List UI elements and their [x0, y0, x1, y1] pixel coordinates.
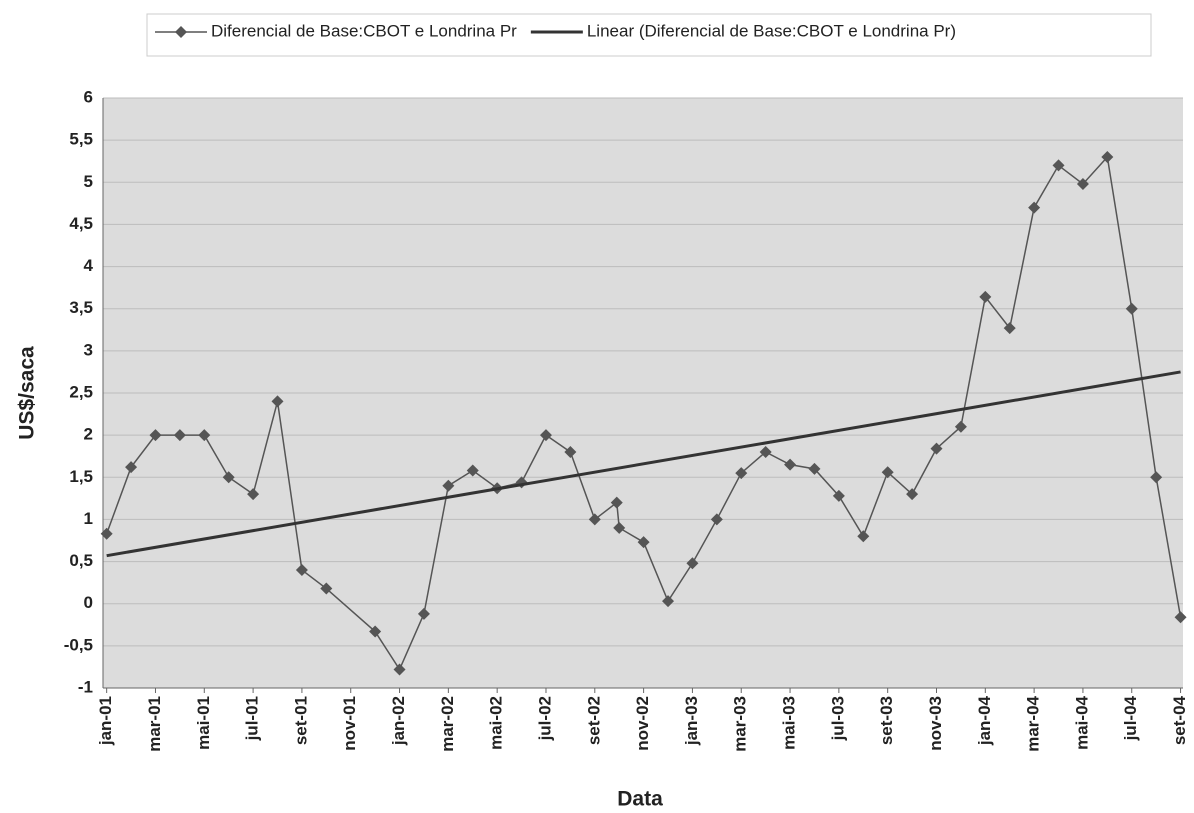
x-tick-label: set-04: [1170, 695, 1189, 745]
x-tick-label: mai-01: [194, 696, 213, 750]
y-tick-label: 1: [84, 509, 93, 528]
point: [198, 429, 211, 442]
y-tick-label: 3,5: [69, 298, 93, 317]
point: [686, 557, 699, 570]
x-tick-label: nov-02: [633, 696, 652, 751]
y-tick-label: 2: [84, 425, 93, 444]
point: [369, 625, 382, 638]
x-tick-label: jan-02: [389, 696, 408, 746]
point: [1052, 159, 1065, 172]
point: [857, 530, 870, 543]
legend-marker: [175, 26, 187, 38]
y-tick-label: -0,5: [64, 635, 93, 654]
point: [832, 489, 845, 502]
x-tick-label: jan-01: [96, 696, 115, 746]
point: [149, 429, 162, 442]
point: [295, 564, 308, 576]
x-tick-label: jul-01: [243, 696, 262, 741]
point: [1076, 177, 1089, 190]
legend-label: Diferencial de Base:CBOT e Londrina Pr: [211, 21, 517, 40]
point: [417, 607, 430, 620]
point: [610, 496, 623, 509]
x-tick-label: mai-03: [780, 696, 799, 750]
y-tick-label: 0: [84, 593, 93, 612]
x-tick-label: jan-04: [975, 695, 994, 746]
y-tick-label: 4: [84, 256, 94, 275]
x-tick-label: mai-04: [1072, 695, 1091, 749]
point: [613, 521, 626, 534]
point: [393, 663, 406, 676]
point: [906, 488, 919, 501]
point: [930, 442, 943, 455]
x-tick-label: jul-04: [1121, 695, 1140, 741]
x-tick-label: mar-01: [145, 696, 164, 752]
point: [784, 458, 797, 471]
point: [247, 488, 260, 501]
point: [881, 466, 894, 479]
y-tick-label: 5: [84, 172, 93, 191]
x-tick-label: mai-02: [487, 696, 506, 750]
x-tick-label: jul-03: [828, 696, 847, 741]
point: [637, 536, 650, 549]
x-tick-label: jul-02: [535, 696, 554, 741]
point: [710, 513, 723, 526]
y-tick-label: 3: [84, 340, 93, 359]
x-tick-label: mar-04: [1024, 695, 1043, 751]
point: [466, 464, 479, 477]
point: [1125, 302, 1138, 315]
point: [173, 429, 186, 442]
point: [662, 595, 675, 608]
x-tick-label: set-01: [291, 696, 310, 745]
point: [1101, 151, 1114, 163]
point: [979, 290, 992, 303]
x-tick-label: mar-02: [438, 696, 457, 752]
legend-label: Linear (Diferencial de Base:CBOT e Londr…: [587, 21, 956, 40]
y-axis-title: US$/saca: [16, 346, 39, 440]
point: [1003, 322, 1016, 335]
point: [564, 446, 577, 458]
point: [1174, 611, 1187, 624]
point: [954, 420, 967, 433]
x-axis-title: Data: [617, 788, 663, 811]
point: [539, 429, 552, 442]
point: [222, 471, 235, 484]
x-tick-label: nov-01: [340, 696, 359, 751]
point: [100, 527, 113, 540]
y-tick-label: 5,5: [69, 130, 93, 149]
y-tick-label: 0,5: [69, 551, 93, 570]
point: [320, 582, 333, 595]
y-tick-label: 4,5: [69, 214, 93, 233]
point: [442, 479, 455, 492]
point: [1150, 471, 1163, 484]
point: [1028, 201, 1041, 214]
point: [808, 462, 821, 475]
x-tick-label: mar-03: [731, 696, 750, 752]
point: [759, 446, 772, 458]
x-tick-label: set-02: [584, 696, 603, 745]
x-tick-label: nov-03: [926, 696, 945, 751]
y-tick-label: 1,5: [69, 467, 93, 486]
point: [588, 513, 601, 526]
legend-box: [146, 13, 1152, 57]
point: [735, 467, 748, 480]
x-tick-label: jan-03: [682, 696, 701, 746]
series-line: [106, 370, 1181, 558]
y-tick-label: -1: [78, 677, 93, 696]
point: [271, 395, 284, 408]
y-tick-label: 2,5: [69, 382, 93, 401]
y-tick-label: 6: [84, 87, 93, 106]
x-tick-label: set-03: [877, 696, 896, 745]
point: [125, 461, 138, 474]
